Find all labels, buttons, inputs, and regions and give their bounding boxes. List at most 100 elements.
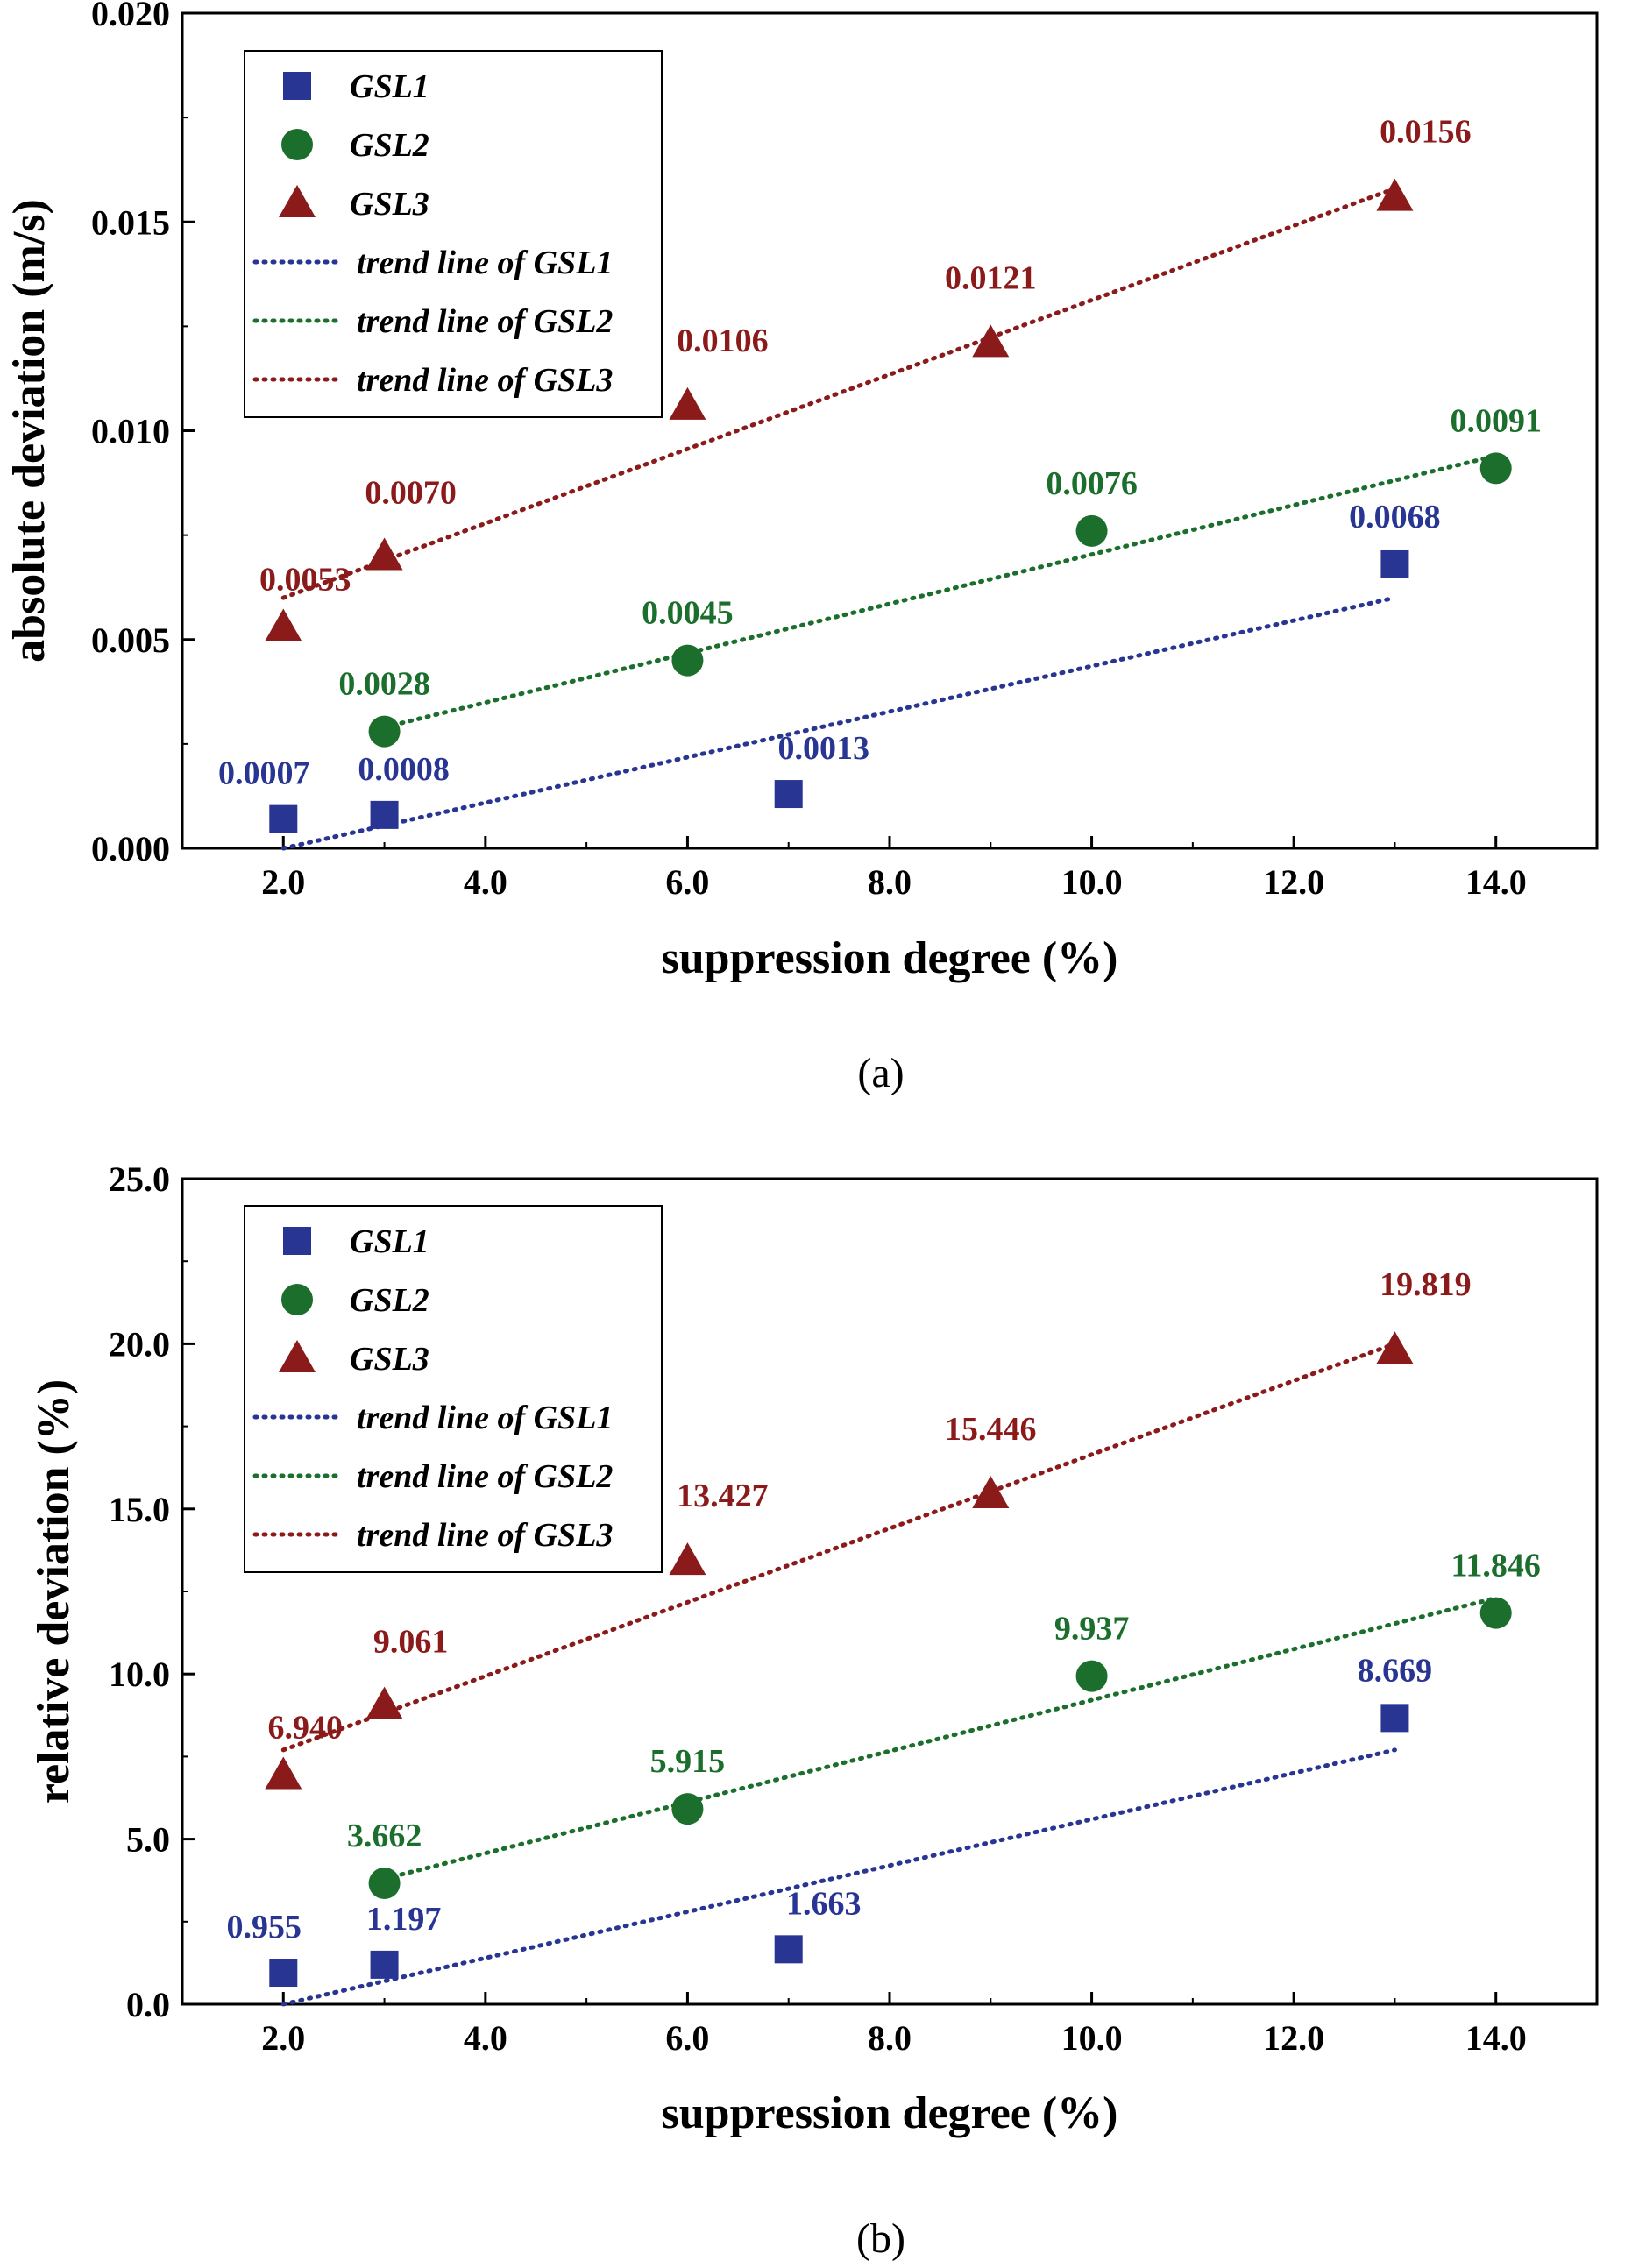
data-label-gsl3: 0.0070 — [365, 474, 457, 511]
x-tick-label: 10.0 — [1061, 862, 1123, 902]
y-tick-label: 0.0 — [126, 1985, 170, 2024]
chart-panel-a: 2.0 4.0 6.0 8.0 10.0 12.0 14.0 0.000 0.005 0.010 0… — [4, 0, 1599, 1096]
legend: GSL1 GSL2 GSL3 trend line of GSL1 trend line… — [244, 50, 663, 418]
x-tick-label: 12.0 — [1263, 2018, 1324, 2058]
data-label-gsl3: 0.0106 — [677, 322, 769, 359]
legend-label-gsl3: GSL3 — [350, 186, 429, 223]
legend-label-gsl2: GSL2 — [350, 127, 429, 164]
panel-caption: (a) — [857, 1050, 904, 1096]
data-point-gsl2 — [1479, 1597, 1512, 1629]
data-label-gsl3: 0.0156 — [1380, 114, 1472, 151]
data-label-gsl2: 9.937 — [1054, 1611, 1130, 1648]
x-tick-label: 14.0 — [1465, 2018, 1527, 2058]
x-axis-title: suppression degree (%) — [662, 2088, 1118, 2138]
y-tick-label: 5.0 — [126, 1820, 170, 1860]
y-tick-label: 15.0 — [109, 1490, 170, 1529]
data-point-gsl3 — [265, 608, 302, 641]
legend-marker-gsl2 — [281, 1284, 313, 1315]
data-label-gsl2: 0.0091 — [1450, 402, 1542, 439]
legend-label-trend-gsl2: trend line of GSL2 — [357, 303, 613, 340]
y-tick-label: 0.015 — [91, 202, 170, 242]
data-point-gsl1 — [370, 1950, 399, 1979]
trend-line-gsl2 — [382, 453, 1499, 730]
legend-label-gsl1: GSL1 — [350, 68, 429, 105]
data-point-gsl3 — [972, 1475, 1010, 1508]
trend-line-gsl1 — [280, 1747, 1397, 2007]
x-tick-label: 12.0 — [1263, 862, 1324, 902]
legend-label-trend-gsl1: trend line of GSL1 — [357, 1400, 613, 1436]
x-tick-label: 10.0 — [1061, 2018, 1123, 2058]
data-point-gsl1 — [1380, 549, 1409, 578]
x-tick-label: 4.0 — [464, 862, 507, 902]
data-point-gsl2 — [1075, 1660, 1108, 1692]
data-label-gsl1: 0.0013 — [777, 730, 869, 767]
data-point-gsl1 — [1380, 1704, 1409, 1733]
data-point-gsl2 — [671, 1793, 704, 1825]
data-label-gsl1: 0.0068 — [1349, 499, 1441, 535]
legend-label-trend-gsl2: trend line of GSL2 — [357, 1458, 613, 1495]
x-tick-label: 8.0 — [868, 2018, 912, 2058]
y-tick-label: 0.010 — [91, 412, 170, 451]
data-point-gsl3 — [1376, 1331, 1414, 1364]
data-point-gsl3 — [365, 537, 403, 571]
data-point-gsl2 — [1075, 514, 1108, 547]
legend-label-trend-gsl3: trend line of GSL3 — [357, 1517, 613, 1554]
x-tick-label: 4.0 — [464, 2018, 507, 2058]
legend-box — [244, 50, 663, 418]
data-point-gsl2 — [1479, 452, 1512, 485]
legend-marker-gsl3 — [279, 1340, 316, 1372]
legend-marker-gsl1 — [283, 1227, 311, 1255]
y-tick-label: 20.0 — [109, 1324, 170, 1364]
data-label-gsl3: 0.0053 — [259, 561, 351, 598]
data-label-gsl3: 6.940 — [268, 1710, 344, 1747]
data-point-gsl2 — [671, 644, 704, 677]
y-tick-label: 25.0 — [109, 1159, 170, 1199]
data-label-gsl1: 1.663 — [786, 1885, 862, 1922]
data-label-gsl2: 0.0028 — [338, 666, 430, 703]
data-label-gsl3: 15.446 — [945, 1411, 1037, 1448]
data-label-gsl2: 11.846 — [1451, 1548, 1541, 1584]
trend-line-gsl2 — [382, 1596, 1499, 1882]
x-tick-label: 6.0 — [665, 862, 709, 902]
legend-label-gsl2: GSL2 — [350, 1282, 429, 1319]
data-point-gsl3 — [669, 1542, 706, 1576]
data-point-gsl2 — [368, 1868, 401, 1900]
legend-label-trend-gsl1: trend line of GSL1 — [357, 245, 613, 281]
data-point-gsl1 — [370, 800, 399, 829]
y-axis-title: relative deviation (%) — [29, 1379, 79, 1804]
data-point-gsl3 — [1376, 178, 1414, 211]
x-tick-label: 2.0 — [261, 862, 305, 902]
data-label-gsl2: 0.0076 — [1046, 465, 1138, 502]
legend: GSL1 GSL2 GSL3 trend line of GSL1 trend line… — [244, 1205, 663, 1573]
data-point-gsl3 — [669, 386, 706, 420]
data-point-gsl1 — [774, 780, 803, 809]
data-label-gsl3: 0.0121 — [945, 259, 1037, 296]
legend-marker-gsl2 — [281, 129, 313, 160]
panel-caption: (b) — [856, 2215, 905, 2262]
legend-label-gsl3: GSL3 — [350, 1341, 429, 1378]
chart-panel-b: 2.0 4.0 6.0 8.0 10.0 12.0 14.0 0.0 5.0 10.0 15.0 20… — [29, 1159, 1599, 2262]
x-tick-label: 6.0 — [665, 2018, 709, 2058]
data-point-gsl1 — [774, 1935, 803, 1964]
y-tick-label: 0.000 — [91, 829, 170, 868]
x-tick-label: 2.0 — [261, 2018, 305, 2058]
x-axis-title: suppression degree (%) — [662, 933, 1118, 983]
data-label-gsl1: 1.197 — [366, 1901, 442, 1938]
y-tick-label: 0.020 — [91, 0, 170, 33]
data-point-gsl2 — [368, 715, 401, 748]
data-label-gsl2: 5.915 — [650, 1743, 726, 1780]
data-label-gsl1: 8.669 — [1358, 1652, 1433, 1689]
data-point-gsl3 — [972, 324, 1010, 358]
y-tick-label: 0.005 — [91, 620, 170, 660]
legend-label-trend-gsl3: trend line of GSL3 — [357, 362, 613, 399]
data-point-gsl3 — [265, 1756, 302, 1790]
data-label-gsl3: 19.819 — [1380, 1266, 1472, 1303]
data-label-gsl2: 0.0045 — [642, 595, 734, 632]
data-label-gsl2: 3.662 — [347, 1818, 422, 1854]
y-axis-title: absolute deviation (m/s) — [4, 199, 54, 663]
x-tick-label: 8.0 — [868, 862, 912, 902]
data-label-gsl1: 0.0008 — [358, 751, 450, 788]
y-tick-label: 10.0 — [109, 1655, 170, 1694]
legend-label-gsl1: GSL1 — [350, 1223, 429, 1260]
